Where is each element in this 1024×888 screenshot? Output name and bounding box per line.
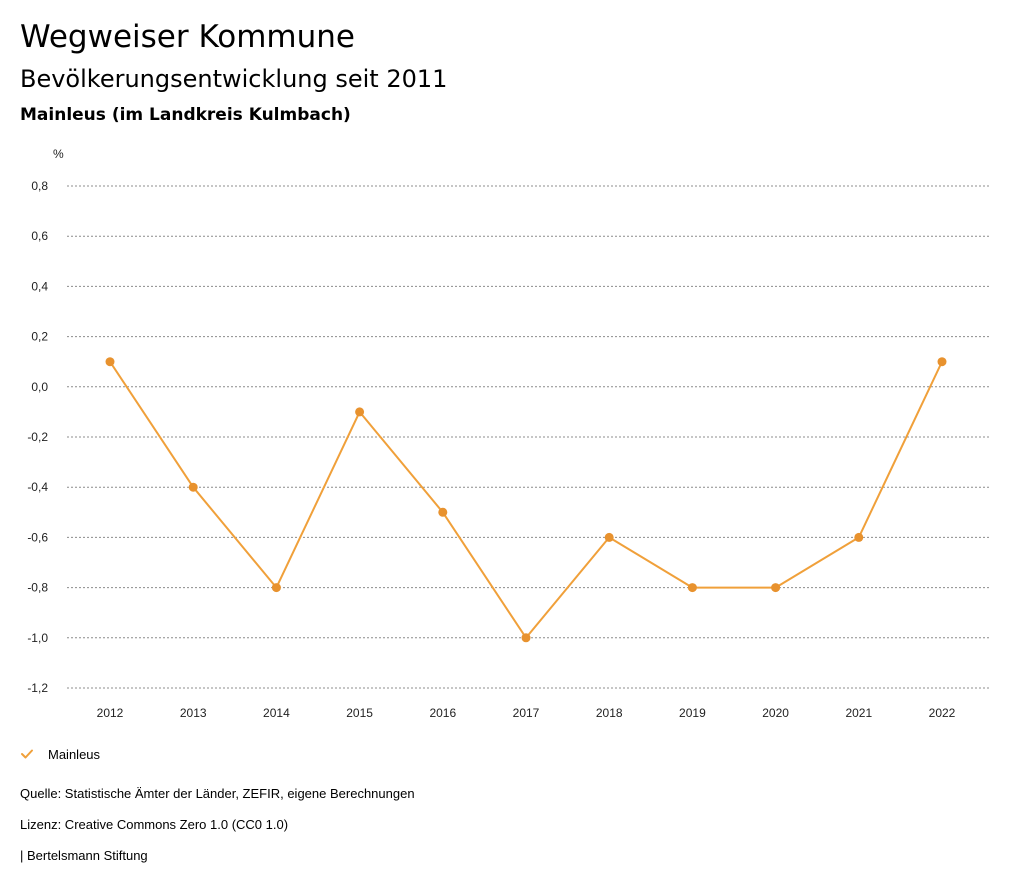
chart-title: Wegweiser Kommune [20,19,355,55]
y-tick-label-9: -1,0 [27,631,48,645]
data-points [105,357,947,643]
y-tick-label-1: 0,6 [31,229,48,243]
y-tick-label-8: -0,8 [27,581,48,595]
data-point-2017[interactable] [521,633,531,643]
y-axis-label: % [53,147,64,161]
region-label: Mainleus (im Landkreis Kulmbach) [20,105,351,125]
y-tick-label-3: 0,2 [31,330,48,344]
y-tick-label-4: 0,0 [31,380,48,394]
data-point-2013[interactable] [188,482,198,492]
x-tick-label-2018: 2018 [596,706,623,720]
x-tick-label-2021: 2021 [845,706,872,720]
x-tick-label-2014: 2014 [263,706,290,720]
y-tick-label-10: -1,2 [27,681,48,695]
x-tick-label-2016: 2016 [429,706,456,720]
x-tick-label-2022: 2022 [929,706,956,720]
legend-label: Mainleus [48,746,101,762]
y-tick-label-7: -0,6 [27,530,48,544]
x-tick-label-2012: 2012 [97,706,124,720]
data-point-2012[interactable] [105,357,115,367]
x-tick-labels: 2012 2013 2014 2015 2016 2017 2018 2019 2020 2021… [97,706,956,720]
population-line-chart: 0,80,60,40,20,0-0,2-0,4-0,6-0,8-1,0-1,2 … [27,147,990,720]
data-point-2019[interactable] [687,583,697,593]
x-tick-label-2017: 2017 [513,706,540,720]
data-point-2022[interactable] [937,357,947,367]
y-tick-label-2: 0,4 [31,279,48,293]
data-point-2021[interactable] [854,532,864,542]
chart-subtitle: Bevölkerungsentwicklung seit 2011 [20,65,448,93]
x-tick-label-2019: 2019 [679,706,706,720]
x-tick-label-2015: 2015 [346,706,373,720]
y-tick-label-0: 0,8 [31,179,48,193]
data-point-2018[interactable] [604,532,614,542]
x-tick-label-2020: 2020 [762,706,789,720]
brand-text: | Bertelsmann Stiftung [20,848,148,863]
x-tick-label-2013: 2013 [180,706,207,720]
license-text: Lizenz: Creative Commons Zero 1.0 (CC0 1… [20,817,289,832]
y-tick-label-5: -0,2 [27,430,48,444]
y-tick-labels: 0,8 0,6 0,4 0,2 0,0 -0,2 -0,4 -0,6 -0,8 -1,0 -1,2 [27,179,48,695]
data-point-2016[interactable] [438,507,448,517]
data-point-2014[interactable] [271,583,281,593]
series-line-mainleus [109,361,943,639]
data-point-2020[interactable] [771,583,781,593]
check-icon [20,747,34,761]
grid-layer [67,185,990,689]
y-tick-label-6: -0,4 [27,480,48,494]
data-point-2015[interactable] [355,407,365,417]
source-text: Quelle: Statistische Ämter der Länder, Z… [20,786,415,801]
legend[interactable]: Mainleus [20,744,100,764]
